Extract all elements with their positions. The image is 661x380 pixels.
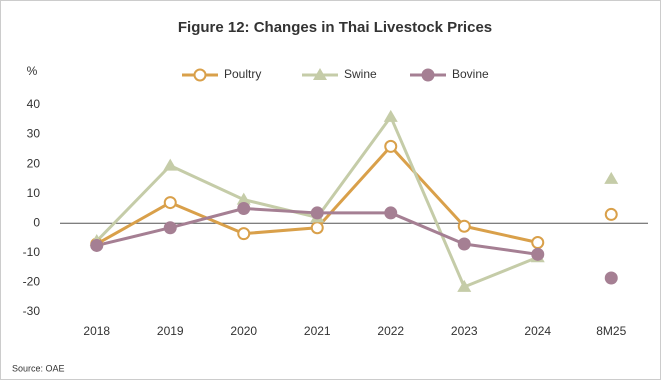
point — [457, 219, 471, 233]
y-axis-label: % — [27, 64, 38, 78]
point — [236, 192, 251, 205]
point — [531, 236, 545, 250]
point — [531, 247, 545, 261]
x-tick-label: 2019 — [157, 324, 184, 338]
point — [237, 227, 251, 241]
y-tick-label: -10 — [23, 245, 41, 259]
point — [384, 139, 398, 153]
chart-title: Figure 12: Changes in Thai Livestock Pri… — [178, 19, 492, 36]
point — [604, 271, 618, 285]
point — [237, 202, 251, 215]
legend-label: Swine — [344, 67, 377, 81]
x-tick-label: 2018 — [83, 324, 110, 338]
y-tick-label: 30 — [27, 127, 41, 141]
x-tick-label: 2020 — [230, 324, 257, 338]
point — [383, 109, 398, 122]
point — [457, 237, 471, 251]
point — [163, 196, 177, 210]
y-tick-label: 20 — [27, 156, 41, 170]
point — [163, 221, 177, 235]
legend-label: Poultry — [224, 67, 261, 81]
x-tick-label: 2022 — [377, 324, 404, 338]
x-tick-label: 2024 — [524, 324, 551, 338]
x-tick-label: 2023 — [451, 324, 478, 338]
legend-marker — [193, 68, 207, 82]
legend-marker — [313, 68, 327, 80]
source: Source: OAE — [12, 363, 65, 373]
point — [604, 207, 618, 221]
x-tick-label: 2021 — [304, 324, 331, 338]
x-tick-label: 8M25 — [596, 324, 626, 338]
y-tick-label: 40 — [27, 97, 41, 111]
y-tick-label: 0 — [33, 215, 40, 229]
point — [310, 221, 324, 235]
point — [384, 206, 398, 220]
legend-marker — [421, 68, 435, 82]
point — [90, 238, 104, 252]
y-tick-label: 10 — [27, 186, 41, 200]
point — [310, 206, 324, 220]
legend-label: Bovine — [452, 67, 489, 81]
y-tick-label: -20 — [23, 275, 41, 289]
point — [604, 171, 619, 184]
point — [457, 279, 472, 292]
y-tick-label: -30 — [23, 304, 41, 318]
point — [163, 158, 178, 171]
